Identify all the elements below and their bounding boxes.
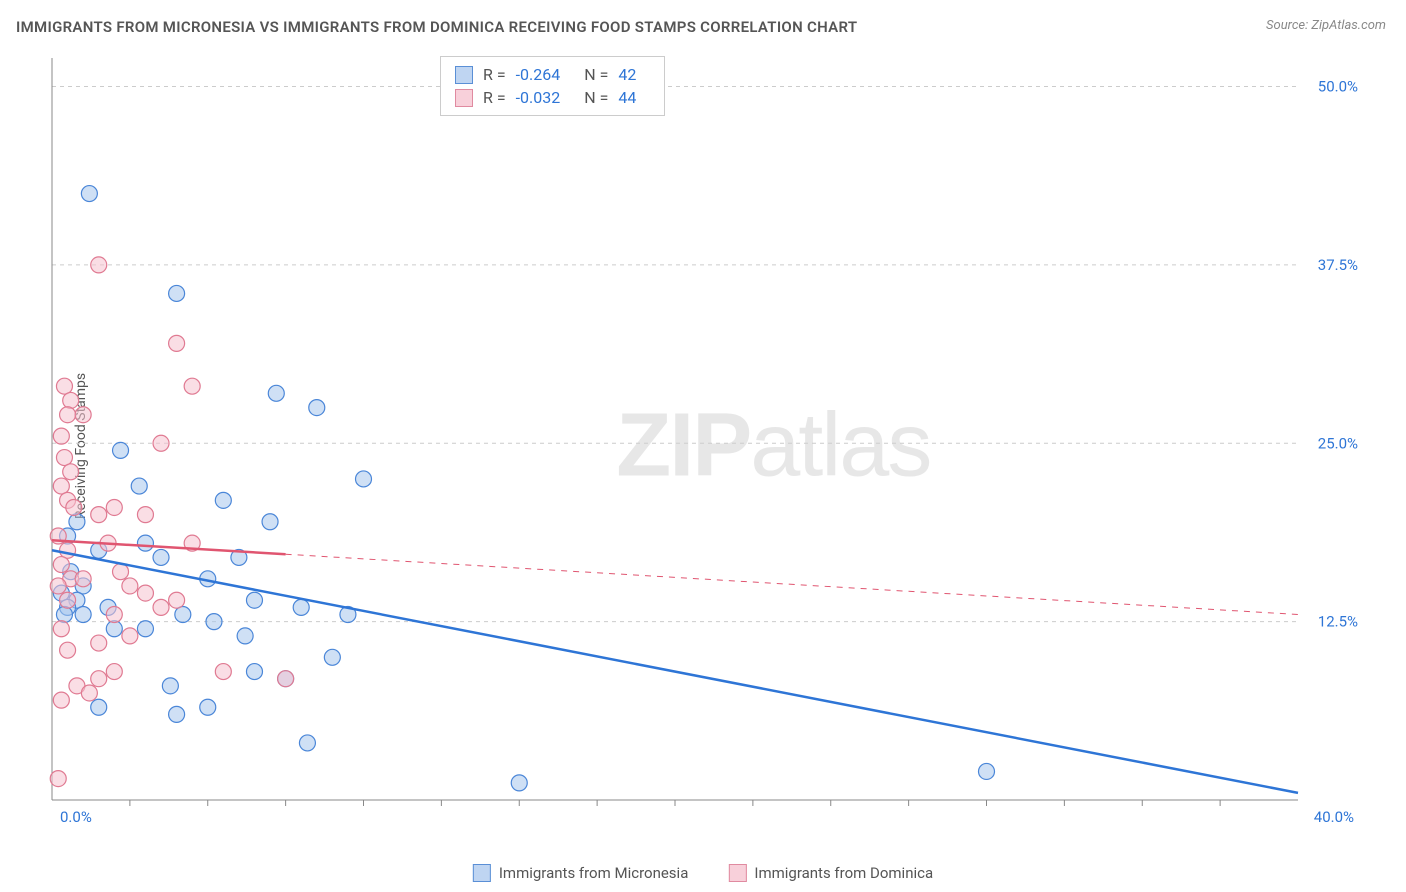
stats-row: R = -0.032 N = 44: [455, 86, 650, 109]
n-value: 44: [618, 88, 636, 107]
scatter-chart: 12.5% 25.0% 37.5% 50.0% 0.0% 40.0%: [48, 50, 1368, 840]
svg-text:40.0%: 40.0%: [1314, 808, 1354, 826]
n-label: N =: [584, 88, 608, 107]
chart-area: 12.5% 25.0% 37.5% 50.0% 0.0% 40.0%: [48, 50, 1368, 840]
svg-text:50.0%: 50.0%: [1318, 78, 1358, 96]
legend-item: Immigrants from Micronesia: [473, 864, 689, 882]
r-label: R =: [483, 65, 506, 84]
legend-swatch: [728, 864, 746, 882]
stats-box: R = -0.264 N = 42 R = -0.032 N = 44: [440, 56, 665, 116]
bottom-legend: Immigrants from Micronesia Immigrants fro…: [473, 864, 933, 882]
svg-text:25.0%: 25.0%: [1318, 434, 1358, 452]
svg-text:12.5%: 12.5%: [1318, 613, 1358, 631]
n-label: N =: [584, 65, 608, 84]
r-value: -0.264: [516, 65, 561, 84]
legend-label: Immigrants from Micronesia: [499, 864, 689, 882]
chart-title: IMMIGRANTS FROM MICRONESIA VS IMMIGRANTS…: [16, 18, 857, 36]
stats-row: R = -0.264 N = 42: [455, 63, 650, 86]
n-value: 42: [618, 65, 636, 84]
stats-swatch: [455, 66, 473, 84]
legend-item: Immigrants from Dominica: [728, 864, 933, 882]
svg-text:0.0%: 0.0%: [60, 808, 92, 826]
stats-swatch: [455, 89, 473, 107]
legend-swatch: [473, 864, 491, 882]
legend-label: Immigrants from Dominica: [754, 864, 933, 882]
svg-text:37.5%: 37.5%: [1318, 256, 1358, 274]
r-label: R =: [483, 88, 506, 107]
source-label: Source: ZipAtlas.com: [1266, 18, 1386, 33]
r-value: -0.032: [516, 88, 561, 107]
